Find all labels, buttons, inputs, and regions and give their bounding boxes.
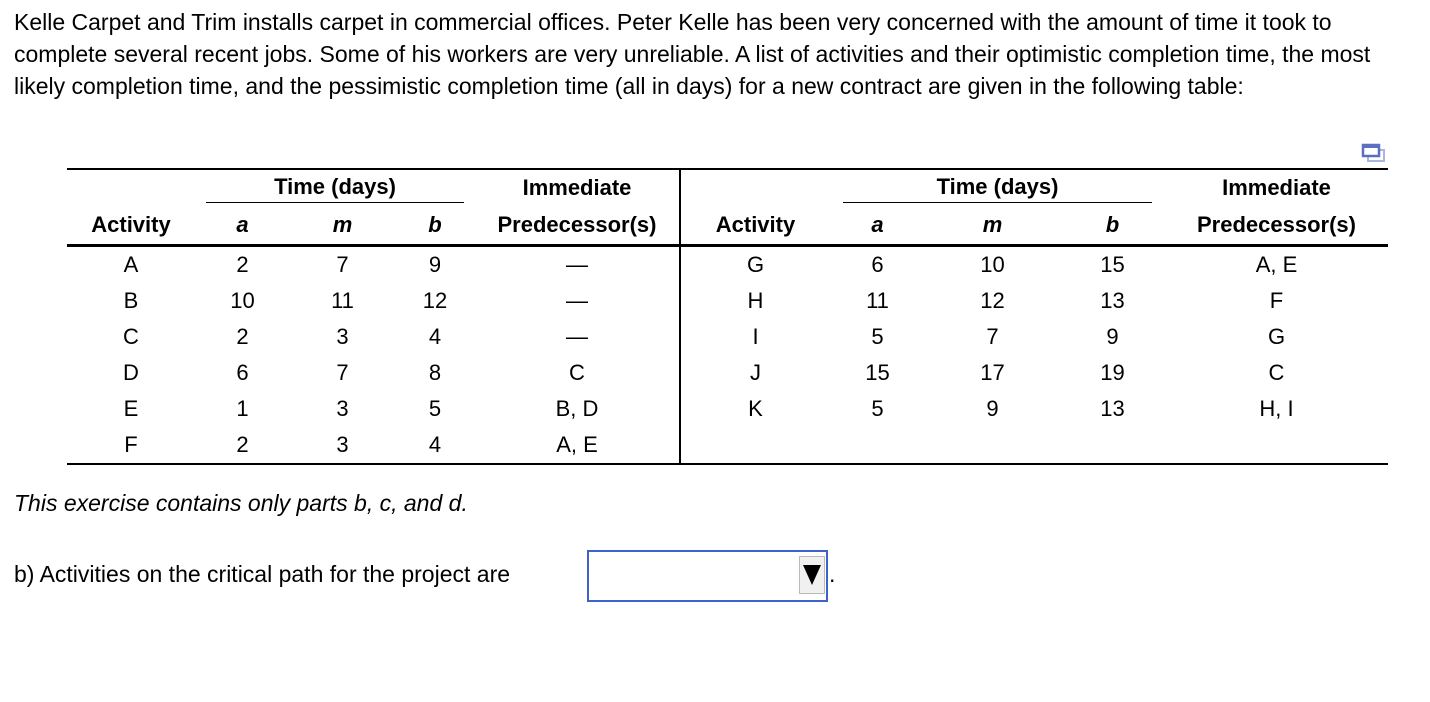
cell-activity	[680, 427, 830, 464]
cell-a: 5	[871, 396, 884, 421]
cell-predecessors: C	[475, 355, 681, 391]
cell-a: 2	[236, 432, 249, 457]
cell-predecessors: H, I	[1259, 396, 1294, 421]
critical-path-dropdown[interactable]	[587, 550, 828, 602]
cell-a	[830, 427, 925, 464]
cell-predecessors: A, E	[1255, 252, 1298, 277]
cell-m	[925, 427, 1060, 464]
cell-activity: A	[123, 252, 139, 277]
cell-m: 17	[980, 360, 1005, 385]
cell-m: 9	[986, 396, 999, 421]
table-row: A 2 7 9 — G 6 10 15 A, E	[67, 245, 1388, 283]
table-row: C 2 3 4 — I 5 7 9 G	[67, 319, 1388, 355]
cell-b: 9	[428, 252, 442, 277]
cell-b: 8	[428, 360, 442, 385]
cell-activity: C	[123, 324, 139, 349]
cell-b: 4	[428, 432, 442, 457]
cell-a: 2	[236, 252, 249, 277]
cell-b: 15	[1100, 252, 1125, 277]
immediate-header: Immediate	[1222, 175, 1331, 200]
table-row: B 10 11 12 — H 11 12 13 F	[67, 283, 1388, 319]
cell-predecessors: G	[1267, 324, 1286, 349]
question-b: b) Activities on the critical path for t…	[14, 561, 511, 587]
cell-b: 9	[1106, 324, 1119, 349]
cell-predecessors	[1165, 427, 1388, 464]
table-row: E 1 3 5 B, D K 5 9 13 H, I	[67, 391, 1388, 427]
cell-m: 3	[336, 324, 349, 349]
cell-predecessors: F	[1269, 288, 1284, 313]
cell-a: 10	[230, 288, 255, 313]
cell-b: 19	[1100, 360, 1125, 385]
cell-b: 12	[422, 288, 448, 313]
activity-table: Time (days) Immediate Time (days) Immedi…	[67, 168, 1388, 465]
cell-activity: B	[123, 288, 139, 313]
cell-predecessors: C	[1268, 360, 1285, 385]
period: .	[829, 561, 836, 587]
a-header: a	[871, 212, 884, 237]
cell-m: 3	[336, 396, 349, 421]
cell-activity: F	[124, 432, 138, 457]
cell-activity: K	[748, 396, 763, 421]
a-header: a	[236, 212, 249, 237]
table-row: D 6 7 8 C J 15 17 19 C	[67, 355, 1388, 391]
cell-predecessors: —	[475, 245, 681, 283]
cell-b: 13	[1100, 288, 1125, 313]
cell-activity: G	[746, 252, 765, 277]
exercise-note: This exercise contains only parts b, c, …	[14, 490, 468, 516]
cell-m: 7	[986, 324, 999, 349]
cell-a: 6	[236, 360, 249, 385]
cell-b: 5	[428, 396, 442, 421]
cell-predecessors: —	[475, 319, 681, 355]
problem-text: Kelle Carpet and Trim installs carpet in…	[14, 9, 1371, 99]
predecessors-header: Predecessor(s)	[1165, 206, 1388, 247]
cell-predecessors: A, E	[475, 427, 681, 464]
cell-b: 4	[428, 324, 442, 349]
cell-m: 7	[336, 252, 349, 277]
cell-activity: I	[752, 324, 759, 349]
cell-activity: J	[750, 360, 761, 385]
activity-header: Activity	[67, 206, 195, 247]
m-header: m	[332, 212, 353, 237]
cell-predecessors: —	[475, 283, 681, 319]
table-row: F 2 3 4 A, E	[67, 427, 1388, 464]
cell-m: 11	[331, 288, 354, 313]
cell-a: 11	[866, 288, 889, 313]
cell-activity: D	[123, 360, 139, 385]
cell-activity: E	[123, 396, 139, 421]
time-header: Time (days)	[206, 174, 464, 203]
cell-m: 3	[336, 432, 349, 457]
cell-a: 6	[871, 252, 884, 277]
cell-m: 12	[980, 288, 1005, 313]
activity-header: Activity	[680, 206, 830, 247]
m-header: m	[982, 212, 1003, 237]
cell-m: 7	[336, 360, 349, 385]
dropdown-arrow-icon[interactable]	[799, 556, 825, 594]
cell-a: 2	[236, 324, 249, 349]
immediate-header: Immediate	[475, 169, 681, 206]
cell-b	[1060, 427, 1165, 464]
cell-activity: H	[747, 288, 764, 313]
time-header: Time (days)	[843, 174, 1152, 203]
cell-m: 10	[980, 252, 1005, 277]
b-header: b	[1105, 212, 1120, 237]
copy-table-icon[interactable]	[1361, 143, 1387, 163]
cell-a: 15	[865, 360, 890, 385]
cell-a: 5	[871, 324, 884, 349]
predecessors-header: Predecessor(s)	[475, 206, 681, 247]
b-header: b	[428, 212, 442, 237]
cell-a: 1	[236, 396, 249, 421]
cell-b: 13	[1100, 396, 1125, 421]
cell-predecessors: B, D	[475, 391, 681, 427]
